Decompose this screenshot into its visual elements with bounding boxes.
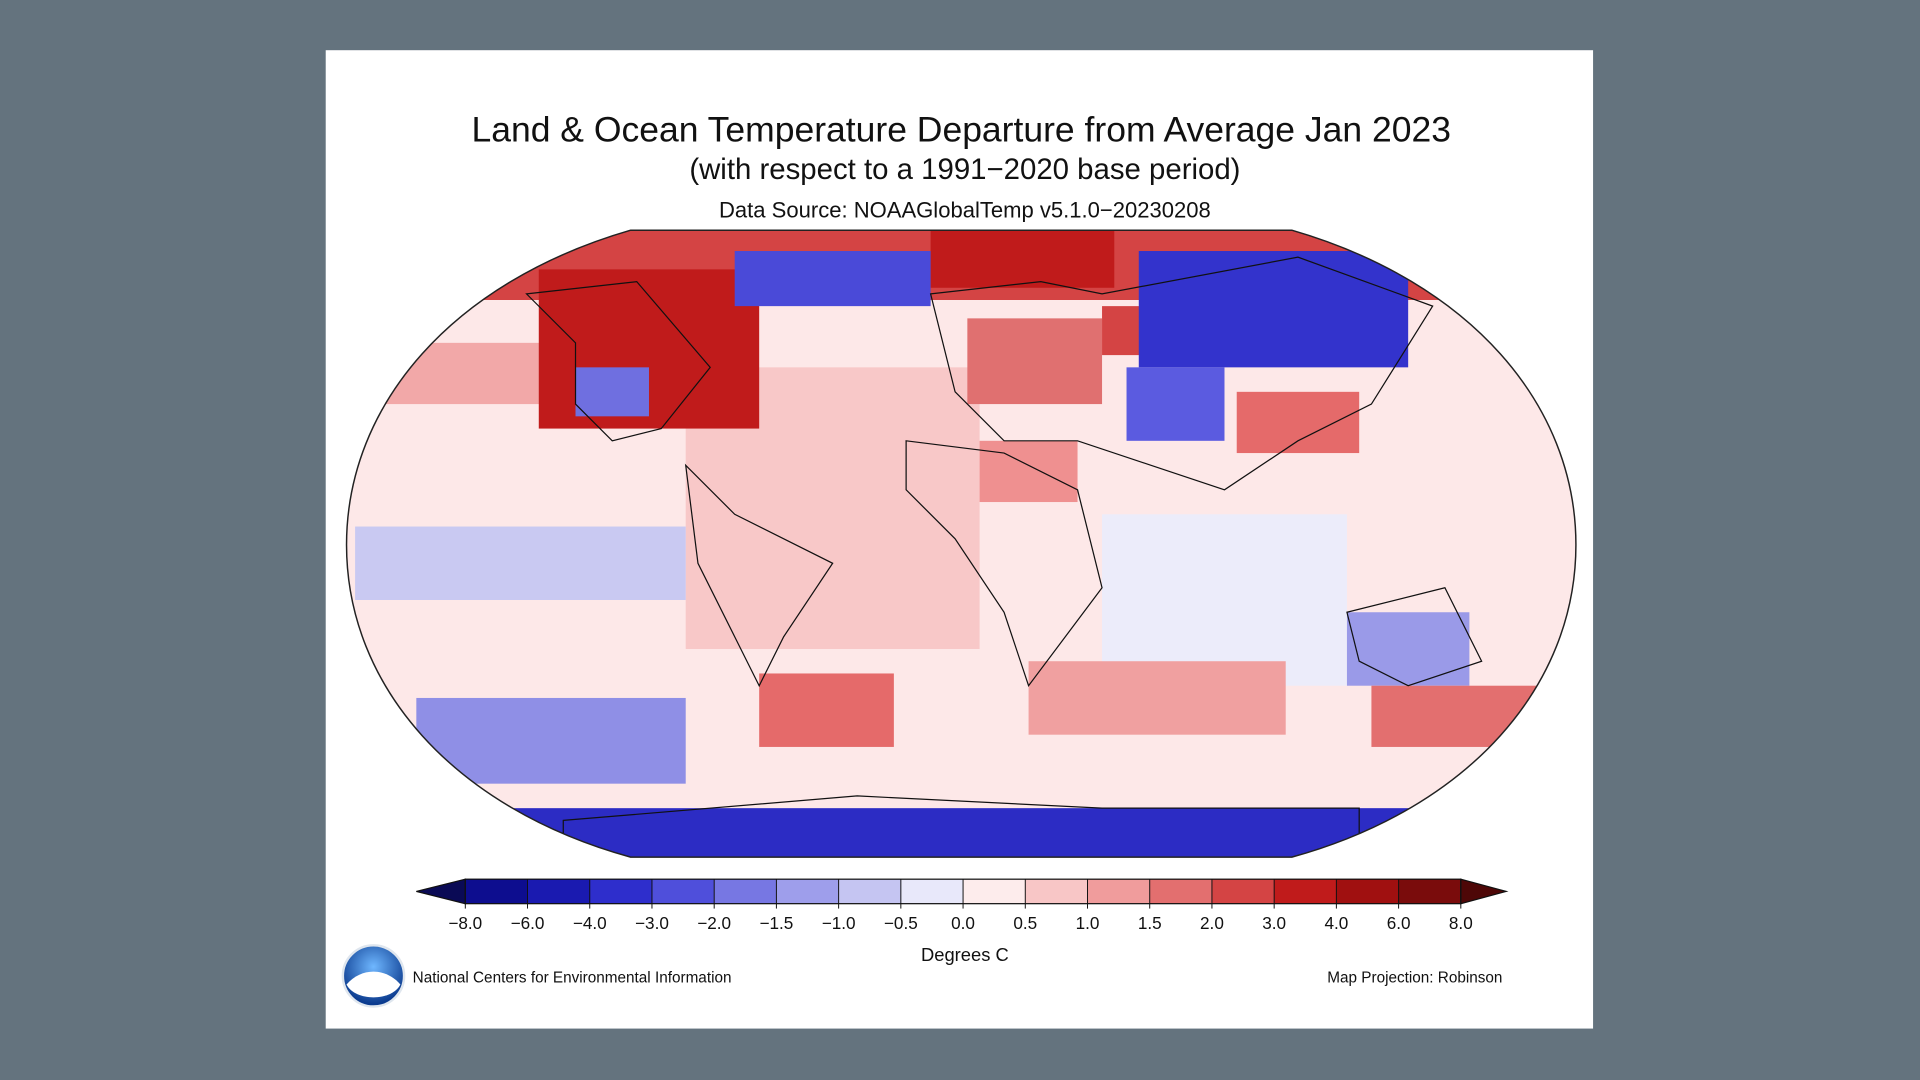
patch: [355, 526, 686, 600]
patch: [1102, 514, 1347, 686]
colorbar-tick-label: 8.0: [1449, 913, 1473, 933]
colorbar-bin: [776, 879, 839, 904]
colorbar-tick-label: −8.0: [448, 913, 482, 933]
noaa-logo: [341, 944, 406, 1008]
colorbar-tick-label: 0.5: [1013, 913, 1037, 933]
patch: [1126, 367, 1225, 441]
title: Land & Ocean Temperature Departure from …: [471, 110, 1451, 150]
colorbar-tick-label: −1.0: [822, 913, 856, 933]
data-source: Data Source: NOAAGlobalTemp v5.1.0−20230…: [719, 198, 1211, 223]
colorbar-bin: [465, 879, 528, 904]
patch: [575, 367, 649, 417]
colorbar-bin: [1087, 879, 1150, 904]
colorbar-tick-label: −2.0: [697, 913, 731, 933]
map: [346, 230, 1576, 858]
colorbar-bin: [1336, 879, 1399, 904]
colorbar-tick-label: 1.0: [1076, 913, 1100, 933]
colorbar-tick-label: −1.5: [759, 913, 793, 933]
colorbar-tick-label: 4.0: [1324, 913, 1348, 933]
patch: [930, 230, 1115, 288]
colorbar-bin: [589, 879, 652, 904]
colorbar-bin: [1398, 879, 1461, 904]
colorbar-label: Degrees C: [921, 944, 1009, 965]
colorbar-bin: [900, 879, 964, 904]
footer-left: National Centers for Environmental Infor…: [413, 969, 732, 986]
colorbar-bin: [1274, 879, 1337, 904]
patch: [416, 697, 686, 784]
subtitle: (with respect to a 1991−2020 base period…: [689, 153, 1240, 186]
footer-right: Map Projection: Robinson: [1327, 969, 1502, 986]
patch: [734, 251, 931, 307]
colorbar-tick-label: −0.5: [884, 913, 918, 933]
colorbar-tick-label: −4.0: [573, 913, 607, 933]
colorbar-tick-label: 3.0: [1262, 913, 1286, 933]
colorbar-bin: [838, 879, 901, 904]
patch: [1236, 391, 1360, 454]
patch: [967, 318, 1103, 405]
colorbar-bin: [1211, 879, 1275, 904]
colorbar-tick-label: −3.0: [635, 913, 669, 933]
colorbar-tick-label: 6.0: [1387, 913, 1411, 933]
colorbar-bin: [527, 879, 590, 904]
patch: [1028, 661, 1286, 735]
patch: [759, 673, 894, 747]
colorbar-bin: [963, 879, 1026, 904]
patch: [1346, 612, 1470, 686]
patch: [1138, 251, 1409, 368]
map-outline: [345, 229, 1577, 858]
colorbar-bin: [1149, 879, 1212, 904]
colorbar-tick-label: 0.0: [951, 913, 975, 933]
coastline: [525, 256, 1483, 858]
colorbar-bin: [1025, 879, 1088, 904]
colorbar-tick-label: −6.0: [511, 913, 545, 933]
logo-wave: [346, 971, 401, 998]
colorbar-bin: [714, 879, 777, 904]
colorbar-bin: [651, 879, 715, 904]
colorbar: −8.0 −6.0 −4.0 −3.0 −2.0 −1.5 −1.0 −0.5 0.0 0.5 1.…: [416, 878, 1509, 933]
patch: [979, 440, 1078, 503]
colorbar-tick-label: 1.5: [1138, 913, 1162, 933]
colorbar-tick-label: 2.0: [1200, 913, 1224, 933]
